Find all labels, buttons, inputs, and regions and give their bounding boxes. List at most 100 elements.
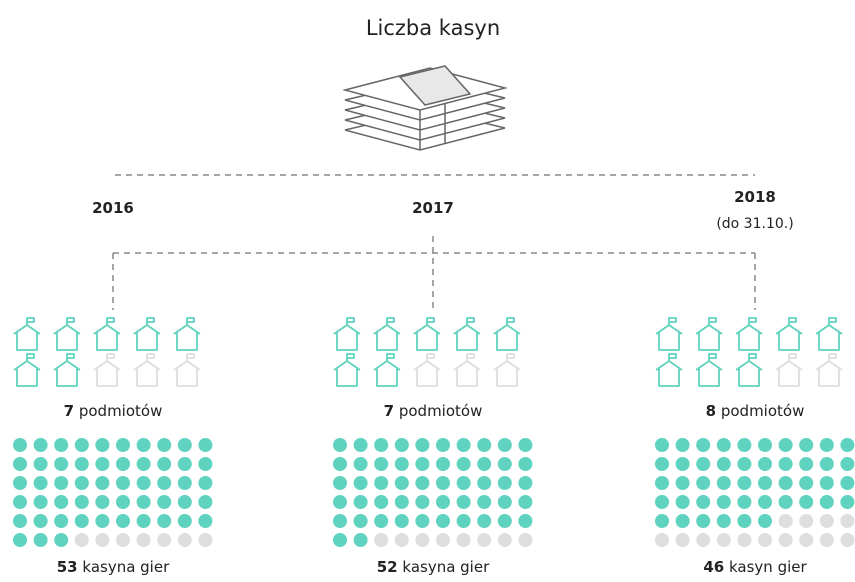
- entity-icon: [695, 317, 723, 351]
- empty-icon: [453, 353, 481, 387]
- casino-dot: [33, 438, 48, 452]
- casino-dot: [477, 514, 492, 528]
- casino-dot: [198, 476, 213, 490]
- empty-dot: [737, 533, 752, 547]
- casino-dot: [799, 438, 814, 452]
- title: Liczba kasyn: [366, 16, 500, 40]
- casino-dot: [13, 438, 27, 452]
- entity-icon: [373, 317, 401, 351]
- casino-dot: [737, 476, 752, 490]
- empty-icon: [173, 353, 201, 387]
- entity-icon: [133, 317, 161, 351]
- empty-dot: [177, 533, 192, 547]
- casino-dot: [696, 457, 711, 471]
- casino-dot: [518, 457, 533, 471]
- casinos-label: 52 kasyna gier: [377, 558, 490, 576]
- casino-dot: [675, 495, 690, 509]
- casino-dot: [477, 476, 492, 490]
- casino-dot: [758, 514, 772, 528]
- year: 2016: [92, 199, 134, 217]
- casino-dot: [33, 457, 48, 471]
- empty-dot: [436, 533, 450, 547]
- empty-dot: [819, 514, 834, 528]
- casino-dot: [177, 476, 192, 490]
- casino-dot: [497, 514, 512, 528]
- casino-dot: [497, 476, 512, 490]
- casino-dot: [799, 476, 814, 490]
- entity-icon: [53, 317, 81, 351]
- entities-count: 7: [64, 402, 74, 420]
- casino-dot: [737, 438, 752, 452]
- casino-dot: [333, 476, 347, 490]
- casino-dot: [436, 476, 450, 490]
- casino-dot: [374, 438, 389, 452]
- casino-dot: [436, 438, 450, 452]
- casino-dot: [54, 533, 69, 547]
- casino-dot: [675, 438, 690, 452]
- casino-dot: [778, 476, 793, 490]
- money-icon: [342, 65, 508, 151]
- connector: [112, 236, 756, 310]
- empty-dot: [394, 533, 409, 547]
- casinos-count: 46: [703, 558, 724, 576]
- casino-dot: [13, 457, 27, 471]
- entity-icon: [333, 353, 361, 387]
- casino-dot: [655, 438, 669, 452]
- empty-icon: [93, 353, 121, 387]
- empty-dot: [136, 533, 151, 547]
- casino-dot: [716, 495, 731, 509]
- casino-dot: [353, 476, 368, 490]
- empty-dot: [374, 533, 389, 547]
- casino-dot: [840, 457, 855, 471]
- casino-dot: [415, 476, 430, 490]
- casino-dot: [157, 514, 172, 528]
- casino-dot: [819, 438, 834, 452]
- casino-dot: [819, 476, 834, 490]
- casino-dot: [799, 457, 814, 471]
- casino-dot: [737, 514, 752, 528]
- casino-dot: [116, 476, 130, 490]
- casino-dot: [696, 495, 711, 509]
- casino-dot: [518, 514, 533, 528]
- casino-dot: [198, 457, 213, 471]
- casino-dot: [675, 476, 690, 490]
- casino-dot: [33, 476, 48, 490]
- casino-dot: [655, 514, 669, 528]
- casino-dot: [456, 457, 471, 471]
- casino-dot: [696, 476, 711, 490]
- entities-text: podmiotów: [721, 402, 805, 420]
- empty-dot: [799, 533, 814, 547]
- casino-dot: [333, 514, 347, 528]
- entities-text: podmiotów: [79, 402, 163, 420]
- empty-dot: [716, 533, 731, 547]
- casinos-text: kasyna gier: [82, 558, 170, 576]
- casino-dot: [177, 438, 192, 452]
- entities-count: 7: [384, 402, 394, 420]
- casino-dot: [157, 457, 172, 471]
- casino-dot: [136, 514, 151, 528]
- casino-dot: [33, 495, 48, 509]
- casino-dot: [95, 514, 110, 528]
- casino-dot: [54, 476, 69, 490]
- casino-dot: [758, 495, 772, 509]
- entity-icon: [735, 353, 763, 387]
- empty-dot: [477, 533, 492, 547]
- casino-dot: [737, 495, 752, 509]
- casino-dot: [374, 495, 389, 509]
- casino-dot: [497, 495, 512, 509]
- empty-dot: [415, 533, 430, 547]
- casino-dot: [675, 457, 690, 471]
- casino-dot: [374, 476, 389, 490]
- casino-dot: [74, 476, 89, 490]
- casino-dot: [116, 495, 130, 509]
- year-note: (do 31.10.): [716, 216, 793, 232]
- casino-dot: [840, 495, 855, 509]
- casino-dot: [456, 438, 471, 452]
- empty-dot: [497, 533, 512, 547]
- empty-dot: [95, 533, 110, 547]
- empty-dot: [157, 533, 172, 547]
- casino-dot: [716, 514, 731, 528]
- empty-dot: [778, 533, 793, 547]
- casino-dot: [778, 457, 793, 471]
- empty-dot: [675, 533, 690, 547]
